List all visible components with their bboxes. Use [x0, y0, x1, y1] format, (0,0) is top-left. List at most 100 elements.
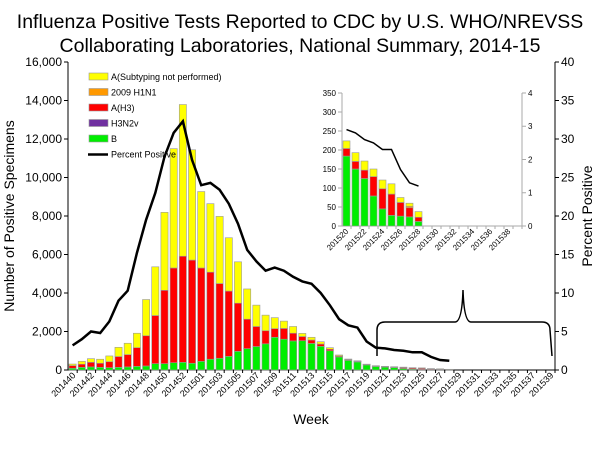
y2-axis-label: Percent Positive	[579, 165, 595, 266]
bar-a-h3--201446	[123, 354, 132, 368]
legend-swatch-a-subtyping-not-performed	[88, 72, 109, 81]
bar-b-201521	[381, 366, 389, 371]
bar-b-201518	[353, 361, 362, 371]
bar-a-subtyping-not-performed--201501	[197, 191, 206, 269]
inset-y-tick-label: 100	[323, 184, 337, 193]
bar-a-h3--201509	[270, 328, 279, 338]
bar-a-subtyping-not-performed--201443	[96, 358, 105, 364]
inset-y-tick-label: 250	[323, 127, 337, 136]
bar-a-h3--201508	[261, 330, 270, 345]
bar-a-subtyping-not-performed--201511	[289, 326, 298, 334]
legend-label-percent-positive: Percent Positive	[111, 150, 176, 160]
bar-a-subtyping-not-performed--201504	[224, 237, 233, 292]
bar-a-subtyping-not-performed--201449	[151, 266, 160, 316]
bar-a-subtyping-not-performed--201448	[142, 299, 150, 337]
bar-b-201444	[105, 367, 114, 371]
inset-bar-a-subtyping-not-performed--201521	[351, 152, 360, 162]
bar-a-h3--201451	[169, 267, 178, 363]
inset-bar-a-h3--201523	[369, 176, 378, 197]
inset-y2-tick-label: 4	[528, 89, 533, 98]
y2-tick-label: 35	[561, 94, 575, 108]
bar-b-201449	[151, 363, 160, 371]
bar-b-201516	[335, 356, 343, 371]
bar-b-201453	[188, 362, 196, 371]
bar-a-subtyping-not-performed--201514	[316, 341, 325, 345]
inset-bar-a-subtyping-not-performed--201524	[378, 179, 387, 190]
inset-bar-a-subtyping-not-performed--201522	[360, 160, 369, 171]
bar-a-subtyping-not-performed--201518	[353, 360, 362, 362]
legend-label-b: B	[111, 134, 117, 144]
bar-a-h3--201503	[215, 283, 224, 359]
y-tick-label: 0	[55, 363, 62, 377]
inset-bar-a-h3--201522	[360, 169, 369, 179]
bar-b-201506	[243, 348, 252, 371]
y2-tick-label: 15	[561, 248, 575, 262]
inset-y-tick-label: 350	[323, 89, 337, 98]
legend-swatch-h3n2v	[88, 119, 109, 127]
bar-b-201443	[96, 367, 105, 371]
inset-bar-a-h3--201526	[396, 202, 405, 217]
y-tick-label: 6,000	[32, 248, 62, 262]
inset-bar-a-subtyping-not-performed--201526	[396, 197, 405, 203]
inset-bar-b-201525	[387, 215, 396, 227]
bar-a-subtyping-not-performed--201502	[206, 203, 215, 273]
y-tick-label: 2,000	[32, 325, 62, 339]
bar-a-subtyping-not-performed--201450	[160, 212, 169, 291]
bar-b-201519	[362, 364, 371, 371]
inset-bar-a-h3--201525	[387, 193, 396, 216]
bar-b-201517	[344, 360, 353, 371]
inset-y2-tick-label: 2	[528, 155, 533, 164]
bar-b-201502	[206, 358, 215, 371]
inset-bar-a-h3--201528	[414, 216, 423, 222]
bar-a-subtyping-not-performed--201446	[123, 342, 132, 355]
inset-bar-a-subtyping-not-performed--201523	[369, 168, 378, 177]
bar-a-subtyping-not-performed--201516	[335, 354, 343, 357]
bar-b-201509	[270, 336, 279, 371]
bar-b-201503	[215, 357, 224, 371]
bar-b-201504	[224, 356, 233, 371]
bar-b-201520	[371, 366, 380, 371]
bar-a-subtyping-not-performed--201451	[169, 148, 178, 269]
bar-a-h3--201450	[160, 290, 169, 364]
bar-a-subtyping-not-performed--201453	[188, 149, 196, 261]
bar-b-201513	[307, 343, 316, 371]
inset-bar-b-201524	[378, 208, 387, 227]
bar-a-subtyping-not-performed--201508	[261, 314, 270, 332]
bar-a-h3--201441	[77, 363, 86, 368]
bar-a-h3--201443	[96, 362, 105, 368]
bar-a-h3--201512	[298, 336, 307, 342]
bar-b-201510	[280, 338, 288, 371]
bar-a-h3--201513	[307, 339, 316, 344]
bar-b-201522	[390, 367, 399, 371]
inset-bar-a-h3--201520	[342, 148, 351, 157]
y2-tick-label: 30	[561, 132, 575, 146]
y2-tick-label: 5	[561, 325, 568, 339]
legend-label-a-subtyping-not-performed: A(Subtyping not performed)	[111, 72, 222, 82]
bar-b-201512	[298, 340, 307, 371]
bar-b-201446	[123, 366, 132, 371]
inset-y-tick-label: 300	[323, 108, 337, 117]
bar-b-201511	[289, 340, 298, 371]
bar-a-h3--201445	[114, 356, 123, 368]
y2-tick-label: 10	[561, 286, 575, 300]
bar-a-subtyping-not-performed--201513	[307, 336, 316, 341]
bar-a-h3--201442	[87, 361, 95, 368]
bar-a-h3--201510	[280, 328, 288, 340]
inset-bar-a-h3--201527	[405, 207, 414, 218]
bar-a-subtyping-not-performed--201517	[344, 358, 353, 360]
bar-b-201514	[316, 346, 325, 371]
bar-a-h3--201448	[142, 335, 150, 367]
inset-y-tick-label: 150	[323, 165, 337, 174]
bar-a-subtyping-not-performed--201509	[270, 317, 279, 329]
chart-title-line-2: Collaborating Laboratories, National Sum…	[60, 35, 541, 57]
percent-positive-line	[71, 118, 450, 363]
inset-bar-b-201523	[369, 195, 378, 227]
inset-percent-positive-line	[346, 128, 419, 187]
inset-bar-a-subtyping-not-performed--201525	[387, 183, 396, 195]
y2-tick-label: 20	[561, 209, 575, 223]
bar-a-h3--201444	[105, 361, 114, 368]
y2-tick-label: 40	[561, 55, 575, 69]
bar-a-subtyping-not-performed--201510	[280, 320, 288, 329]
inset-y-tick-label: 0	[332, 222, 337, 231]
bar-a-subtyping-not-performed--201441	[77, 361, 86, 365]
